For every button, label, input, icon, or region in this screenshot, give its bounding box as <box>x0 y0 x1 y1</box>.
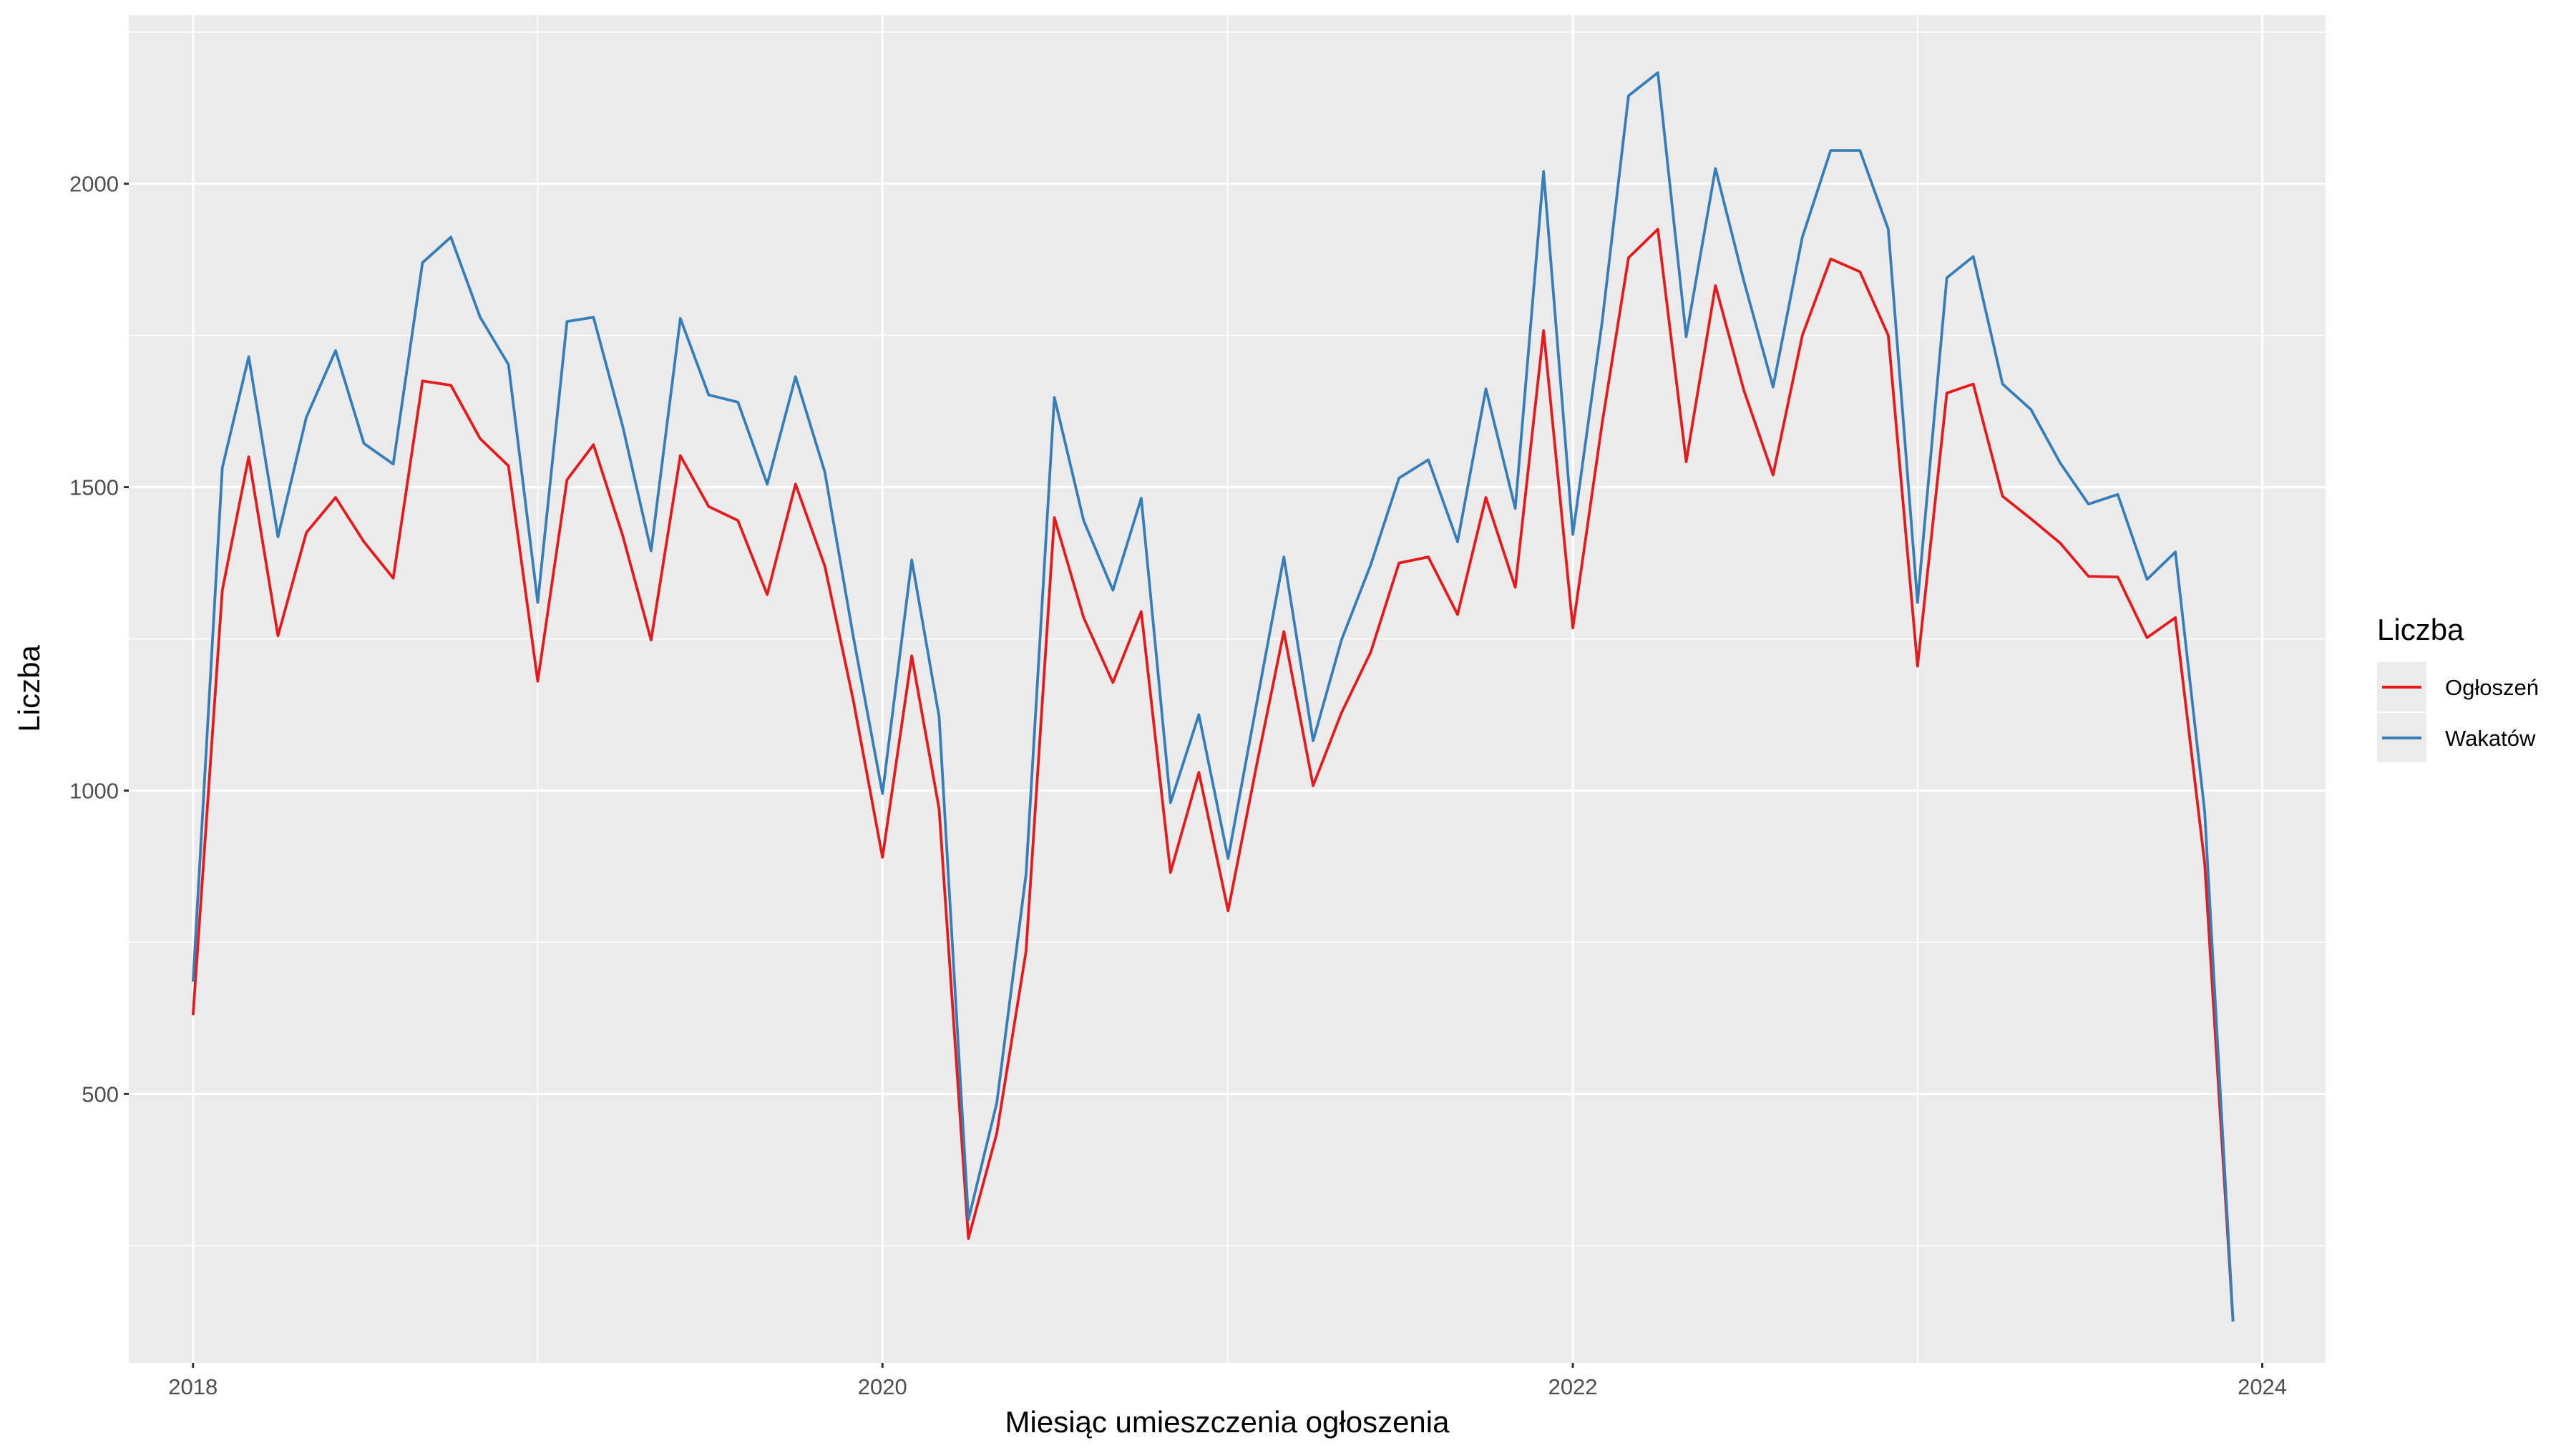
x-tick-label: 2018 <box>168 1374 218 1399</box>
legend-label-wakatow: Wakatów <box>2445 726 2536 751</box>
x-tick-label: 2022 <box>1548 1374 1598 1399</box>
legend-title: Liczba <box>2377 613 2464 646</box>
y-tick-label: 500 <box>82 1082 119 1107</box>
x-axis-title: Miesiąc umieszczenia ogłoszenia <box>1005 1405 1450 1439</box>
legend-label-ogloszen: Ogłoszeń <box>2445 675 2539 700</box>
x-tick-label: 2020 <box>858 1374 907 1399</box>
x-tick-label: 2024 <box>2238 1374 2287 1399</box>
y-tick-label: 2000 <box>69 172 119 197</box>
grid-minor <box>129 15 2326 1363</box>
y-axis-title: Liczba <box>12 645 46 732</box>
grid-major <box>129 15 2326 1363</box>
legend: Liczba Ogłoszeń Wakatów <box>2377 613 2539 762</box>
y-axis: 500 1000 1500 2000 <box>69 172 129 1107</box>
y-tick-label: 1500 <box>69 475 119 500</box>
series-line-ogloszen <box>191 228 2235 1322</box>
x-axis: 2018 2020 2022 2024 <box>168 1363 2287 1399</box>
y-tick-label: 1000 <box>69 779 119 804</box>
series-lines <box>191 71 2235 1322</box>
series-line-wakatow <box>191 71 2235 1322</box>
